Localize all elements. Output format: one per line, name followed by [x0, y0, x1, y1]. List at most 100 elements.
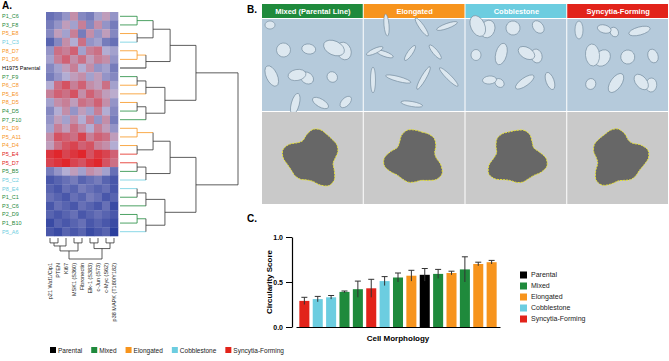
- dendrogram-branch: [137, 106, 146, 107]
- dendrogram-branch: [170, 29, 171, 61]
- error-line: [411, 270, 412, 281]
- bars: [299, 257, 496, 327]
- heatmap-cell: [78, 29, 86, 38]
- legend-swatch: [225, 347, 231, 353]
- heatmap-cell: [102, 202, 110, 211]
- heatmap-cell: [54, 184, 62, 193]
- heatmap-cell: [46, 133, 54, 142]
- cell-shape: [530, 18, 547, 35]
- heatmap-cell: [102, 107, 110, 116]
- heatmap-cell: [46, 29, 54, 38]
- heatmap-cell: [46, 38, 54, 47]
- cell-shape: [276, 42, 291, 57]
- heatmap-cell: [94, 176, 102, 185]
- column-label: Fibronectin: [79, 263, 85, 290]
- dendrogram-branch: [54, 243, 55, 246]
- dendrogram-branch: [120, 162, 137, 163]
- bar: [420, 275, 430, 327]
- dendrogram-branch: [137, 128, 138, 137]
- heatmap-cell: [94, 227, 102, 236]
- row-label: P5_E6: [2, 91, 19, 97]
- row-label: P4_D5: [2, 108, 19, 114]
- dendrogram-branch: [170, 141, 171, 173]
- heatmap-cell: [86, 167, 94, 176]
- row-label: P1_B10: [2, 220, 22, 226]
- dendrogram-branch: [106, 242, 114, 243]
- error-cap: [489, 260, 495, 261]
- legend-swatch: [520, 305, 527, 312]
- legend-swatch: [520, 316, 527, 323]
- dendrogram-branch: [120, 33, 137, 34]
- heatmap-cell: [102, 184, 110, 193]
- heatmap-cell: [110, 167, 118, 176]
- micrograph: [364, 14, 465, 111]
- row-label: P3_F8: [2, 22, 18, 28]
- heatmap-cell: [62, 202, 70, 211]
- dendrogram-branch: [137, 20, 153, 21]
- dendrogram-branch: [120, 223, 137, 224]
- heatmap-cell: [78, 12, 86, 21]
- cell-shape: [265, 21, 275, 29]
- cell-shape: [543, 71, 557, 91]
- dendrogram-branch: [137, 37, 153, 38]
- column-label: PTEN: [55, 263, 61, 278]
- micrograph: [466, 13, 567, 111]
- image-background: [364, 19, 465, 111]
- cell-shape: [371, 67, 376, 93]
- row-label: P5_A6: [2, 229, 19, 235]
- heatmap-cell: [46, 55, 54, 64]
- legend-swatch: [172, 347, 178, 353]
- dendrogram-branch: [120, 145, 137, 146]
- image-background: [466, 112, 567, 204]
- heatmap-cell: [70, 202, 78, 211]
- cell-shape: [428, 43, 443, 60]
- heatmap: [46, 12, 118, 236]
- cell-shape: [628, 24, 651, 37]
- error-line: [464, 257, 465, 282]
- heatmap-cell: [86, 12, 94, 21]
- heatmap-cell: [70, 158, 78, 167]
- heatmap-cell: [46, 141, 54, 150]
- row-label: P3_C6: [2, 203, 19, 209]
- dendrogram-branch: [146, 225, 165, 226]
- heatmap-cell: [62, 167, 70, 176]
- dendrogram-branch: [137, 214, 138, 223]
- heatmap-cell: [70, 64, 78, 73]
- error-line: [398, 273, 399, 282]
- legend-swatch: [520, 294, 527, 301]
- heatmap-cell: [54, 133, 62, 142]
- heatmap-cell: [70, 141, 78, 150]
- image-background: [262, 19, 363, 111]
- heatmap-cell: [70, 184, 78, 193]
- dendrogram-branch: [94, 243, 95, 249]
- heatmap-cell: [110, 133, 118, 142]
- cell-shape: [287, 68, 307, 82]
- dendrogram-branch: [58, 238, 59, 243]
- dendrogram-branch: [120, 24, 137, 25]
- dendrogram-branch: [120, 119, 146, 120]
- heatmap-cell: [62, 219, 70, 228]
- heatmap-cell: [102, 124, 110, 133]
- dendrogram-branch: [145, 55, 146, 68]
- heatmap-cell: [78, 115, 86, 124]
- heatmap-cell: [62, 90, 70, 99]
- panel-label: C.: [247, 213, 257, 224]
- dendrogram-branch: [137, 149, 153, 150]
- heatmap-cell: [70, 55, 78, 64]
- x-axis: [297, 327, 501, 328]
- heatmap-cell: [86, 176, 94, 185]
- error-bar: [328, 296, 334, 300]
- heatmap-cell: [94, 219, 102, 228]
- bar: [326, 297, 336, 327]
- spheroid-image: [567, 112, 668, 204]
- heatmap-cell: [78, 158, 86, 167]
- heatmap-cell: [78, 202, 86, 211]
- error-line: [331, 296, 332, 300]
- row-label: P2_D9: [2, 211, 19, 217]
- heatmap-cell: [54, 167, 62, 176]
- heatmap-cell: [70, 176, 78, 185]
- cell-shape: [321, 37, 347, 59]
- error-cap: [328, 295, 334, 296]
- heatmap-cell: [78, 64, 86, 73]
- error-bar: [408, 270, 414, 281]
